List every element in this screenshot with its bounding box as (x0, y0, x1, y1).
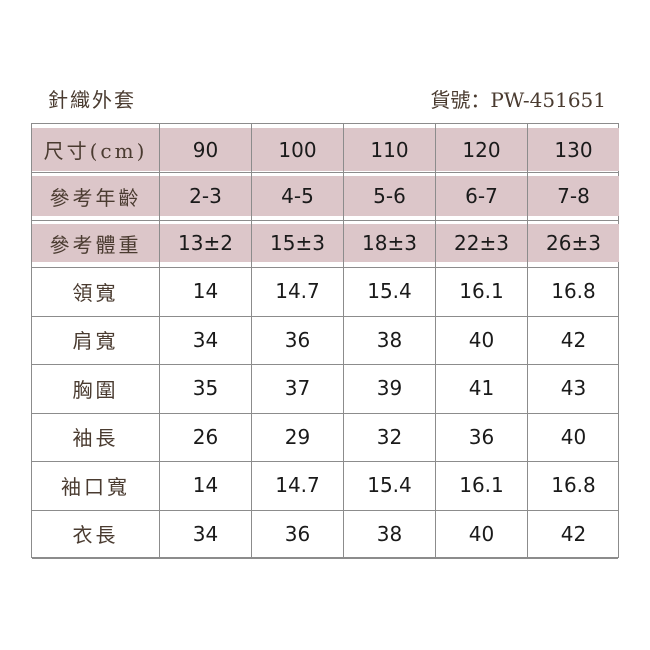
table-cell: 26±3 (527, 224, 619, 262)
table-cell: 34 (159, 315, 251, 364)
table-cell: 120 (435, 128, 527, 171)
row-divider (32, 172, 618, 173)
table-cell: 100 (251, 128, 343, 171)
row-label: 參考體重 (32, 224, 159, 262)
table-cell: 4-5 (251, 176, 343, 216)
table-row: 肩寬 34 36 38 40 42 (32, 315, 619, 364)
table-cell: 38 (343, 509, 435, 558)
table-cell: 42 (527, 315, 619, 364)
table-cell: 110 (343, 128, 435, 171)
row-label: 衣長 (72, 523, 119, 547)
row-label: 胸圍 (72, 377, 119, 402)
table-cell: 5-6 (343, 176, 435, 216)
table-cell: 6-7 (435, 176, 527, 216)
table-row: 衣長 34 36 38 40 42 (32, 509, 619, 558)
table-cell: 22±3 (435, 224, 527, 262)
table-cell: 35 (159, 364, 251, 412)
table-cell: 15.4 (343, 461, 435, 509)
table-cell: 37 (251, 364, 343, 412)
row-label: 袖口寬 (61, 474, 130, 499)
table-cell: 29 (251, 412, 343, 461)
table-cell: 16.8 (527, 267, 619, 315)
table-cell: 13±2 (159, 224, 251, 262)
table-cell: 14 (159, 461, 251, 509)
table-cell: 42 (527, 509, 619, 558)
row-divider (32, 412, 618, 414)
table-cell: 41 (435, 364, 527, 412)
row-divider (32, 267, 618, 268)
table-cell: 16.8 (527, 461, 619, 509)
table-cell: 32 (343, 412, 435, 461)
table-cell: 40 (435, 509, 527, 558)
table-cell: 40 (527, 412, 619, 461)
table-row: 袖長 26 29 32 36 40 (32, 412, 619, 461)
size-table: 尺寸(cm) 90 100 110 120 130 參考年齡 2-3 4-5 5-6 6-7 7-8 參… (31, 123, 619, 559)
row-divider (32, 558, 618, 559)
table-cell: 14.7 (251, 461, 343, 509)
table-cell: 15.4 (343, 267, 435, 315)
table-cell: 16.1 (435, 267, 527, 315)
table-cell: 18±3 (343, 224, 435, 262)
table-cell: 14 (159, 267, 251, 315)
row-divider (32, 461, 618, 462)
table-cell: 14.7 (251, 267, 343, 315)
table-cell: 38 (343, 315, 435, 364)
table-cell: 40 (435, 315, 527, 364)
row-divider (32, 220, 618, 221)
table-row: 胸圍 35 37 39 41 43 (32, 364, 618, 412)
row-label: 參考年齡 (32, 176, 159, 216)
table-cell: 26 (159, 412, 251, 461)
table-cell: 43 (527, 364, 619, 412)
table-cell: 36 (251, 509, 343, 558)
product-code: 貨號：PW-451651 (430, 88, 606, 112)
table-cell: 36 (251, 315, 343, 364)
row-divider (32, 315, 618, 317)
table-cell: 2-3 (159, 176, 251, 216)
table-cell: 39 (343, 364, 435, 412)
header-row: 參考年齡 2-3 4-5 5-6 6-7 7-8 (32, 176, 619, 216)
table-cell: 16.1 (435, 461, 527, 509)
table-cell: 36 (435, 412, 527, 461)
table-cell: 130 (527, 128, 619, 171)
table-row: 袖口寬 14 14.7 15.4 16.1 16.8 (32, 461, 618, 509)
row-label: 尺寸(cm) (32, 128, 159, 171)
row-label: 肩寬 (72, 329, 119, 353)
table-cell: 7-8 (527, 176, 619, 216)
row-label: 領寬 (72, 280, 119, 305)
header-row: 參考體重 13±2 15±3 18±3 22±3 26±3 (32, 224, 619, 262)
product-title: 針織外套 (48, 88, 136, 112)
table-cell: 90 (159, 128, 251, 171)
header-row: 尺寸(cm) 90 100 110 120 130 (32, 128, 619, 171)
row-divider (32, 364, 618, 365)
table-cell: 15±3 (251, 224, 343, 262)
row-label: 袖長 (72, 426, 119, 450)
row-divider (32, 509, 618, 511)
table-row: 領寬 14 14.7 15.4 16.1 16.8 (32, 267, 618, 315)
table-cell: 34 (159, 509, 251, 558)
